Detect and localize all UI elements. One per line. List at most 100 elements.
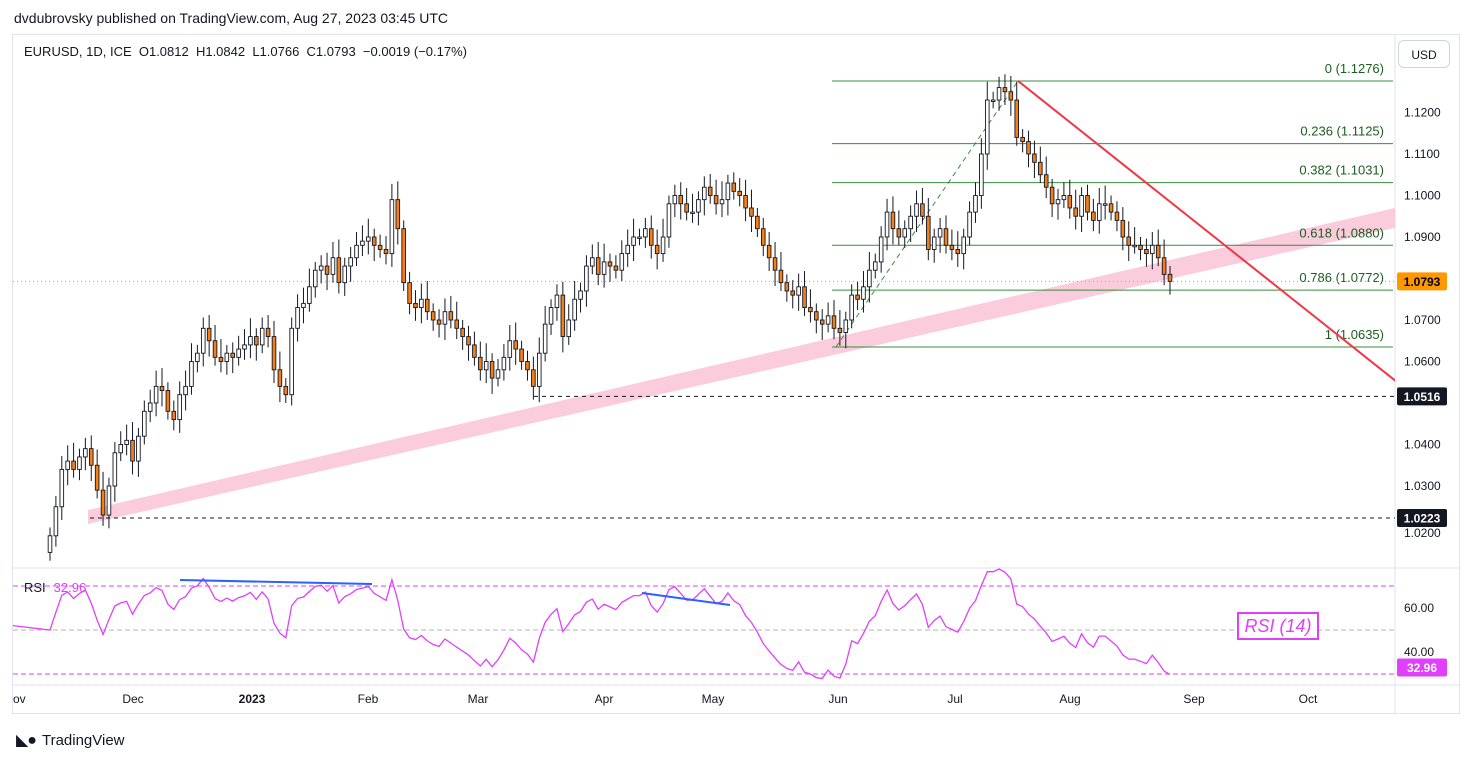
- candle[interactable]: [973, 182, 978, 223]
- candle[interactable]: [106, 477, 112, 529]
- candle[interactable]: [1155, 229, 1161, 267]
- candle[interactable]: [118, 431, 124, 462]
- candle[interactable]: [1038, 146, 1043, 184]
- candle[interactable]: [631, 218, 636, 262]
- candle[interactable]: [914, 190, 919, 233]
- candle[interactable]: [1032, 140, 1037, 179]
- candle[interactable]: [1061, 182, 1067, 208]
- candle[interactable]: [731, 172, 737, 200]
- candle[interactable]: [920, 188, 925, 225]
- candle[interactable]: [395, 181, 401, 245]
- candle[interactable]: [495, 359, 501, 387]
- candle[interactable]: [578, 282, 583, 313]
- candle[interactable]: [1079, 187, 1084, 233]
- candle[interactable]: [147, 389, 153, 423]
- candle[interactable]: [867, 251, 872, 303]
- candle[interactable]: [1055, 188, 1061, 220]
- candle[interactable]: [1014, 81, 1020, 146]
- candle[interactable]: [1114, 201, 1120, 232]
- candle[interactable]: [100, 471, 106, 526]
- rsi-divergence-line[interactable]: [179, 579, 373, 585]
- candle[interactable]: [47, 527, 53, 561]
- candle[interactable]: [613, 255, 619, 279]
- candle[interactable]: [890, 196, 896, 245]
- candle[interactable]: [702, 176, 707, 216]
- candle[interactable]: [696, 191, 701, 226]
- candle[interactable]: [513, 322, 518, 365]
- candle[interactable]: [389, 183, 395, 267]
- current-price-badge[interactable]: 1.0793: [1397, 272, 1447, 291]
- candle[interactable]: [743, 179, 748, 222]
- candle[interactable]: [466, 325, 471, 361]
- candle[interactable]: [159, 368, 165, 407]
- candle[interactable]: [643, 217, 648, 248]
- level-price-badge[interactable]: 1.0516: [1397, 387, 1447, 406]
- candle[interactable]: [1002, 74, 1008, 106]
- candle[interactable]: [531, 356, 536, 400]
- candle[interactable]: [560, 281, 566, 353]
- candle[interactable]: [230, 342, 236, 374]
- candle[interactable]: [1067, 179, 1073, 219]
- candle[interactable]: [955, 231, 961, 267]
- candle[interactable]: [554, 284, 560, 321]
- candle[interactable]: [53, 495, 59, 547]
- candle[interactable]: [413, 290, 418, 321]
- candle[interactable]: [153, 370, 159, 417]
- currency-button[interactable]: USD: [1398, 40, 1450, 68]
- candle[interactable]: [713, 179, 719, 215]
- candle[interactable]: [401, 220, 406, 291]
- candle[interactable]: [690, 193, 695, 223]
- candle[interactable]: [1085, 184, 1090, 221]
- candle[interactable]: [130, 422, 135, 475]
- candle[interactable]: [195, 344, 200, 373]
- candle[interactable]: [984, 81, 990, 170]
- candle[interactable]: [566, 304, 572, 345]
- candle[interactable]: [519, 340, 524, 370]
- candle[interactable]: [790, 280, 796, 309]
- candle[interactable]: [112, 442, 118, 502]
- candle[interactable]: [383, 236, 389, 265]
- candle[interactable]: [283, 378, 289, 403]
- candle[interactable]: [360, 225, 365, 257]
- candle[interactable]: [265, 315, 271, 348]
- candle[interactable]: [637, 228, 642, 246]
- candle[interactable]: [548, 299, 554, 335]
- candle[interactable]: [200, 317, 206, 367]
- candle[interactable]: [88, 435, 94, 482]
- candle[interactable]: [1126, 221, 1132, 262]
- candle[interactable]: [849, 284, 854, 329]
- rsi-line[interactable]: [12, 568, 1171, 680]
- candle[interactable]: [377, 234, 383, 258]
- candle[interactable]: [802, 271, 807, 316]
- candle[interactable]: [1167, 266, 1173, 295]
- candle[interactable]: [65, 445, 70, 486]
- candle[interactable]: [766, 232, 772, 272]
- candle[interactable]: [94, 449, 100, 499]
- candle[interactable]: [171, 400, 177, 431]
- candle[interactable]: [448, 295, 454, 329]
- candle[interactable]: [83, 437, 88, 471]
- candle[interactable]: [336, 239, 342, 294]
- candle[interactable]: [1091, 198, 1096, 232]
- candle[interactable]: [1108, 195, 1114, 221]
- candle[interactable]: [189, 343, 194, 395]
- candle[interactable]: [489, 353, 495, 394]
- candle[interactable]: [142, 400, 147, 445]
- candle[interactable]: [996, 76, 1002, 111]
- candle[interactable]: [472, 331, 477, 366]
- candle[interactable]: [165, 382, 171, 420]
- rsi-divergence-line[interactable]: [641, 592, 731, 606]
- candle[interactable]: [312, 261, 318, 298]
- candle[interactable]: [590, 244, 595, 275]
- candle[interactable]: [719, 181, 725, 218]
- candle[interactable]: [1150, 232, 1155, 270]
- candle[interactable]: [625, 229, 630, 267]
- candle[interactable]: [902, 220, 908, 248]
- candle[interactable]: [436, 309, 442, 338]
- candle[interactable]: [796, 273, 801, 311]
- level-price-badge[interactable]: 1.0223: [1397, 508, 1447, 527]
- candle[interactable]: [878, 226, 884, 273]
- candle[interactable]: [419, 283, 424, 324]
- candle[interactable]: [259, 317, 265, 354]
- candle[interactable]: [825, 302, 831, 333]
